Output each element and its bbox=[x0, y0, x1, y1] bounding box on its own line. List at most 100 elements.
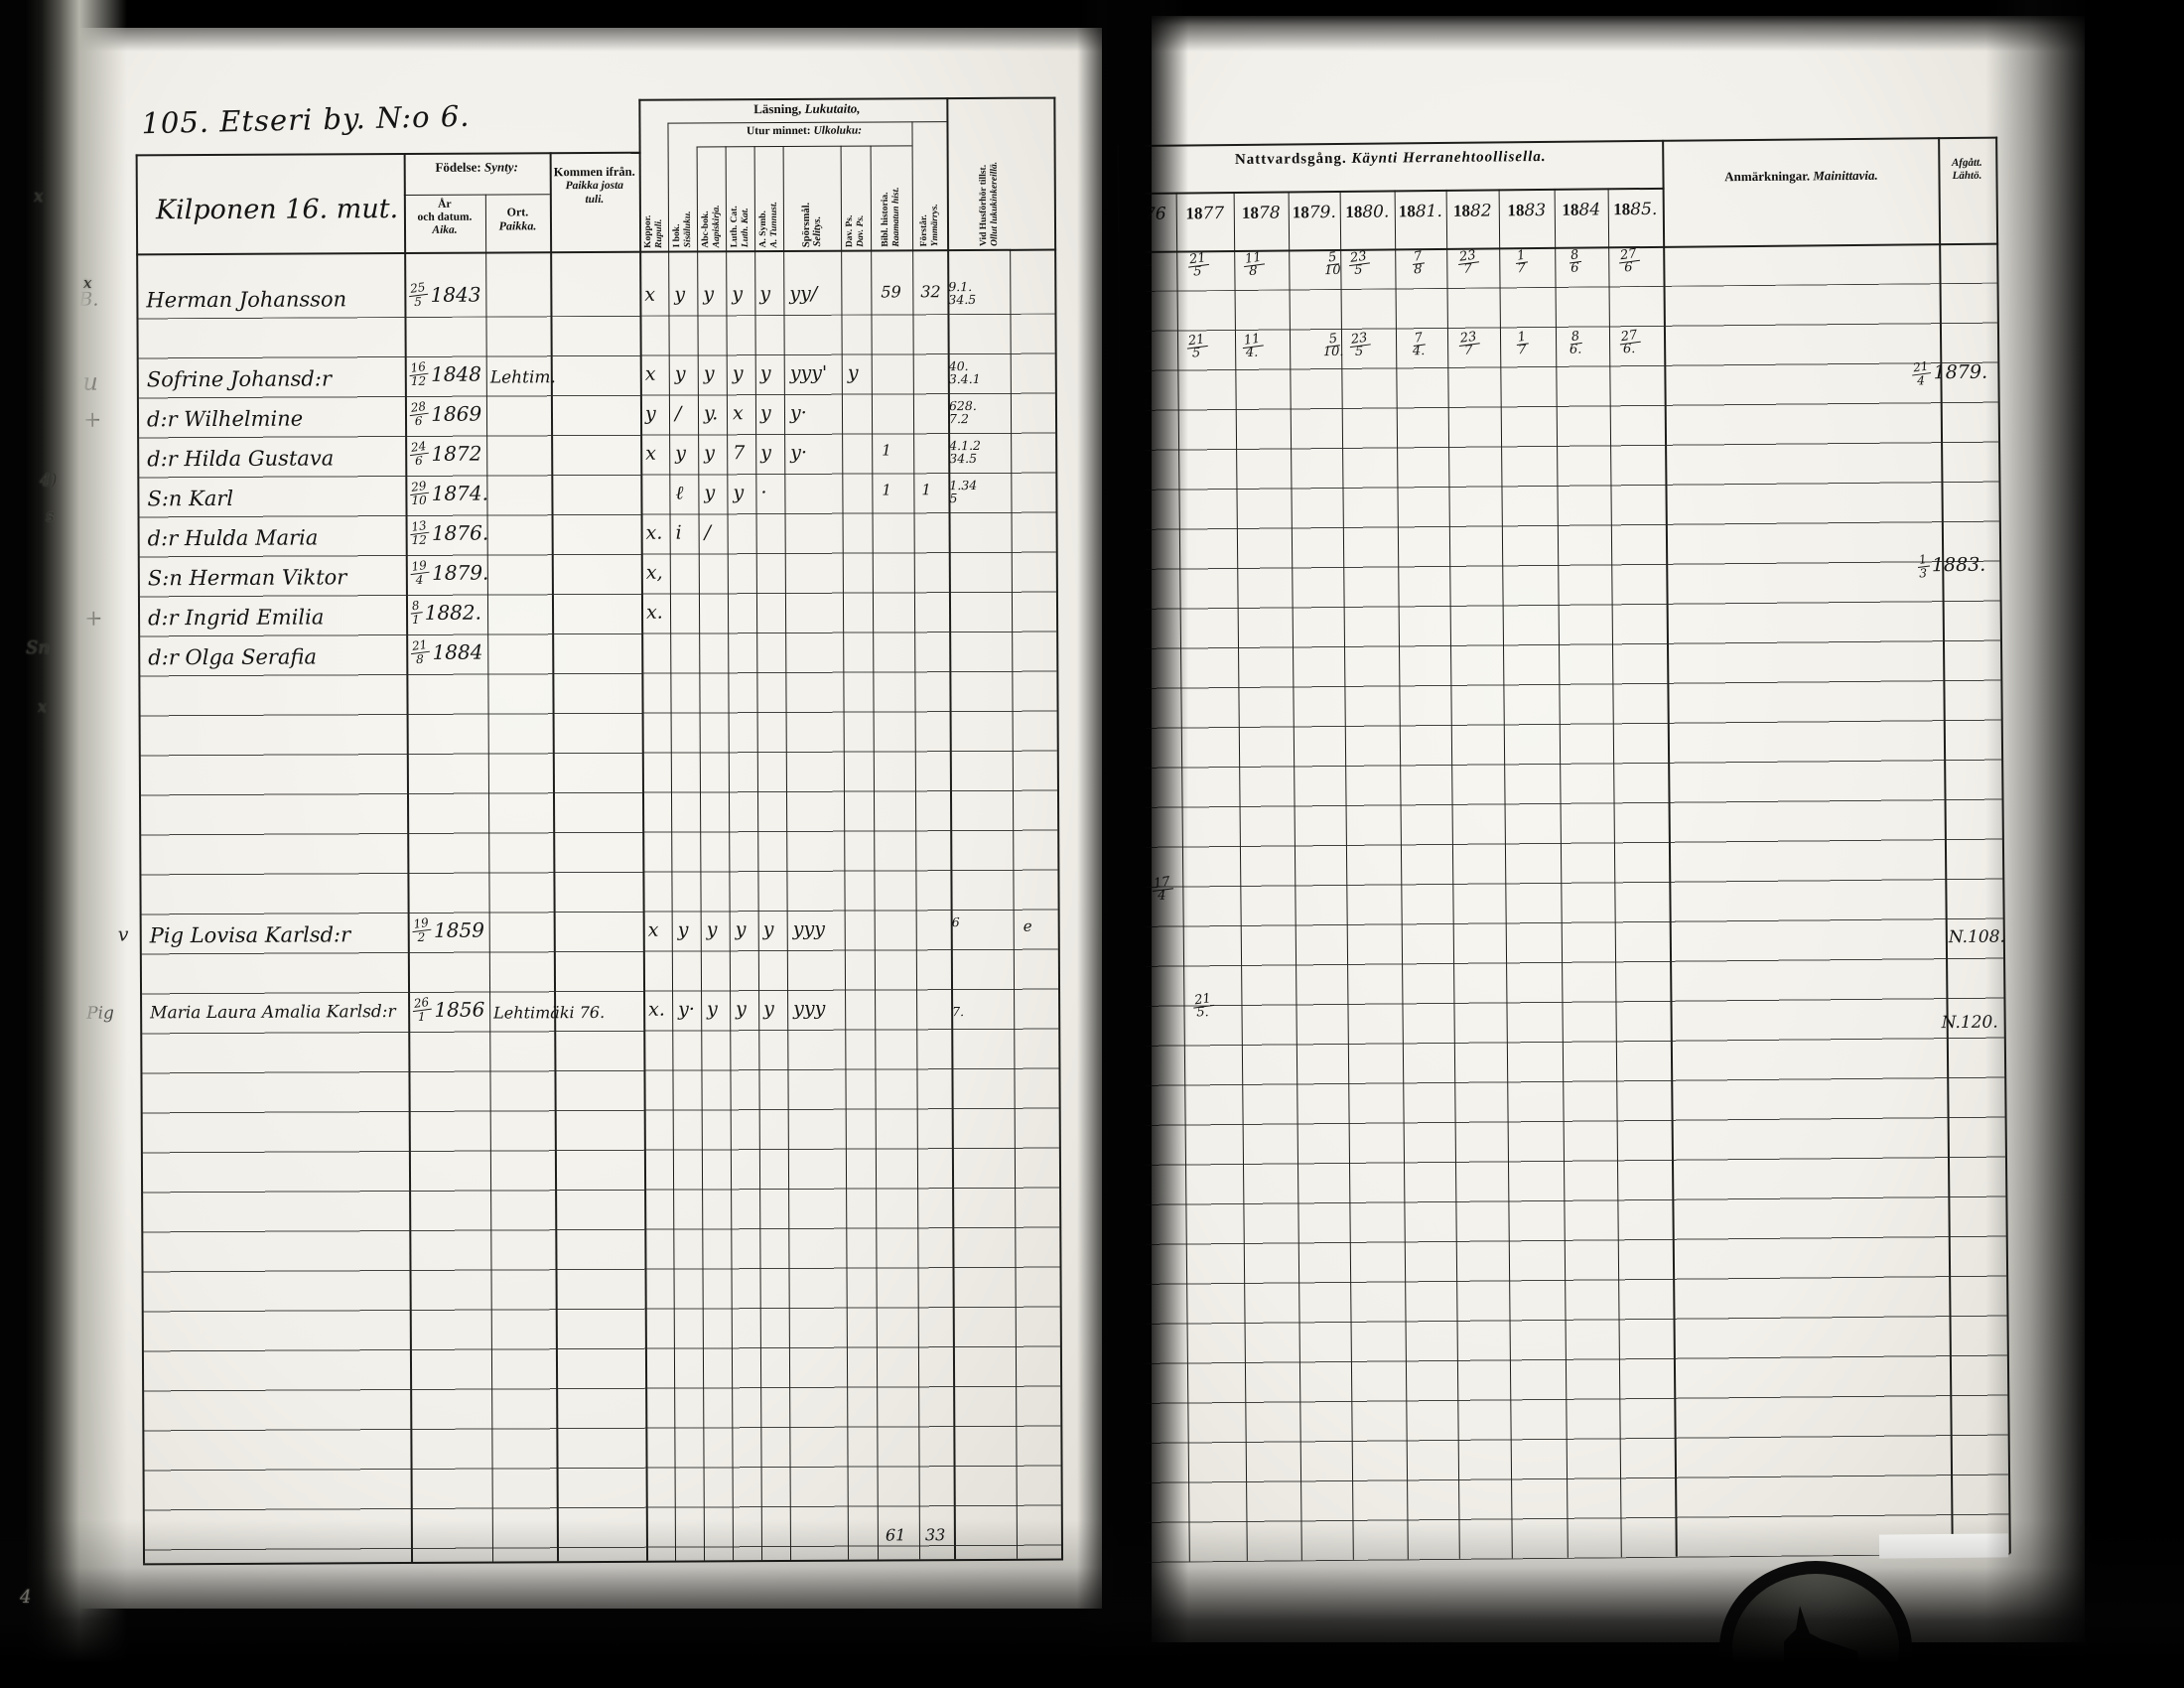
communion-date: 8 6. bbox=[1562, 329, 1589, 357]
title-sv: Nattvardsgång. bbox=[1234, 150, 1347, 168]
afgatt-fi: Lähtö. bbox=[1952, 169, 1982, 183]
communion-date: 7 4. bbox=[1405, 331, 1433, 359]
month: 4 bbox=[1158, 888, 1166, 904]
day: 5 bbox=[1325, 249, 1340, 266]
month: 10 bbox=[1324, 262, 1341, 279]
day: 21 bbox=[1191, 991, 1214, 1009]
day: 21 bbox=[1910, 358, 1932, 376]
anm-sv: Anmärkningar. bbox=[1724, 168, 1811, 185]
month: 6. bbox=[1622, 342, 1636, 357]
communion-date: 5 10. bbox=[1319, 331, 1347, 360]
month: 4. bbox=[1412, 344, 1426, 359]
communion-date-lovisa: 17 4 bbox=[1148, 874, 1175, 904]
afgatt-note-wilhelmine: 21 4 1879. bbox=[1910, 358, 1988, 388]
year-written: 78 bbox=[1258, 203, 1281, 223]
margin-scribble: x bbox=[34, 187, 44, 207]
day: 11 bbox=[1240, 331, 1264, 350]
day: 5 bbox=[1326, 331, 1340, 348]
month: 3 bbox=[1919, 566, 1928, 581]
year-written: 81. bbox=[1415, 201, 1442, 222]
year-printed: 18 bbox=[1398, 202, 1416, 221]
month: 4 bbox=[1917, 373, 1925, 388]
day: 17 bbox=[1129, 250, 1152, 269]
day: 7 bbox=[1411, 248, 1426, 265]
communion-date: 23 7 bbox=[1454, 330, 1482, 358]
year-written: 84 bbox=[1578, 200, 1601, 220]
day: 23 bbox=[1456, 247, 1479, 266]
day: 1 bbox=[1515, 329, 1529, 346]
afgatt-note-ingrid: 1 3 1883. bbox=[1916, 552, 1986, 581]
year-written: 80. bbox=[1362, 202, 1390, 222]
year-printed: 18 bbox=[1562, 200, 1579, 219]
month: 5 bbox=[1354, 262, 1363, 278]
communion-date: 11 4. bbox=[1238, 331, 1266, 360]
month: 7 bbox=[1463, 261, 1472, 277]
month: 7 bbox=[1517, 343, 1527, 358]
year-printed: 18 bbox=[1452, 201, 1471, 220]
title-fi: Käynti Herranehtoollisella. bbox=[1351, 148, 1547, 167]
month: 6. bbox=[1569, 342, 1582, 357]
year-printed: 18 bbox=[1241, 203, 1260, 222]
margin-scribble: 4 bbox=[20, 1587, 32, 1608]
day: 8 bbox=[1569, 329, 1582, 346]
year-printed: 18 bbox=[1345, 202, 1363, 221]
month: 4 bbox=[1136, 264, 1145, 280]
day: 23 bbox=[1347, 330, 1371, 349]
year-header-1881: 1881. bbox=[1395, 202, 1446, 221]
year: 1883. bbox=[1931, 553, 1986, 577]
day: 17 bbox=[1151, 874, 1173, 893]
month: 5 bbox=[1193, 264, 1202, 280]
month: 7 bbox=[1517, 261, 1526, 277]
communion-date: 11 8 bbox=[1239, 249, 1267, 279]
year-printed: 18 bbox=[1185, 204, 1203, 223]
afgatt-header: Afgått. Lähtö. bbox=[1938, 157, 1995, 184]
month: 5 bbox=[1354, 344, 1364, 359]
day: 1 bbox=[1514, 247, 1529, 264]
year-header-1884: 1884 bbox=[1555, 200, 1608, 220]
year: 1879. bbox=[1933, 360, 1988, 384]
row-lines bbox=[1119, 282, 2010, 1564]
month: 4. bbox=[1245, 345, 1259, 360]
year-written: 79. bbox=[1308, 202, 1336, 223]
communion-date: 27 6 bbox=[1614, 246, 1642, 276]
afgatt-sv: Afgått. bbox=[1951, 156, 1982, 170]
communion-date: 23 5 bbox=[1345, 330, 1373, 359]
communion-date: 5 10 bbox=[1318, 249, 1346, 279]
year-written: 83 bbox=[1524, 200, 1547, 221]
month: 8 bbox=[1249, 263, 1258, 279]
month: 6 bbox=[1570, 260, 1579, 276]
month: 5. bbox=[1196, 1005, 1209, 1021]
margin-scribble: 4) bbox=[40, 471, 58, 491]
margin-scribble: x bbox=[83, 274, 92, 292]
communion-date: 17 4 bbox=[1126, 250, 1154, 280]
year-header-1879: 1879. bbox=[1289, 203, 1340, 222]
month: 6 bbox=[1624, 260, 1633, 276]
afgatt-note-lovisa: N.108. bbox=[1948, 926, 2005, 948]
year-written: 85. bbox=[1630, 199, 1658, 220]
day: 8 bbox=[1568, 247, 1582, 264]
year-header-1883: 1883 bbox=[1499, 201, 1555, 221]
grid-line bbox=[1117, 187, 1665, 196]
day: 21 bbox=[1186, 250, 1209, 268]
day: 21 bbox=[1185, 332, 1208, 350]
margin-scribble: Sn bbox=[26, 637, 50, 658]
year-written: 82 bbox=[1469, 201, 1492, 221]
year-printed: 18 bbox=[1292, 203, 1309, 222]
month: 4 bbox=[1134, 346, 1144, 361]
margin-scribble: x bbox=[38, 697, 48, 716]
communion-mark: a. bbox=[1139, 392, 1154, 411]
communion-date: 21 5 bbox=[1183, 250, 1211, 280]
anmarkningar-header: Anmärkningar. Mainittavia. bbox=[1664, 167, 1938, 186]
communion-date: 23 7 bbox=[1453, 247, 1481, 277]
day: 11 bbox=[1242, 249, 1265, 268]
afgatt-note-maria: N.120. bbox=[1941, 1012, 1998, 1034]
year-header-1885: 1885. bbox=[1608, 200, 1663, 220]
day: 23 bbox=[1347, 248, 1370, 267]
day: 1 bbox=[1916, 552, 1930, 569]
day: 27 bbox=[1617, 328, 1641, 346]
month: 7 bbox=[1463, 343, 1473, 358]
